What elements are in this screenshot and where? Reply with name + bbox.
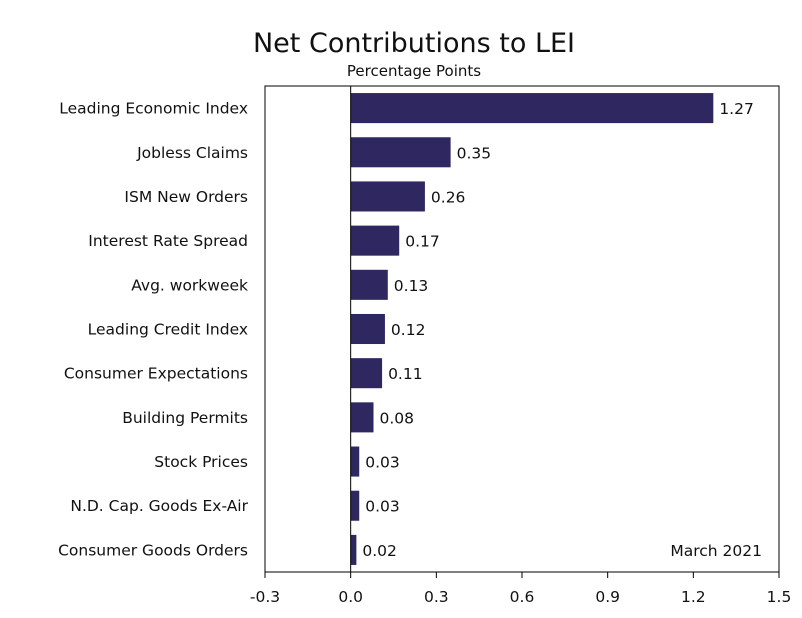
x-tick-label: -0.3 <box>250 588 280 606</box>
value-label: 0.12 <box>391 321 426 339</box>
category-label: Jobless Claims <box>136 144 248 162</box>
date-annotation: March 2021 <box>670 542 762 560</box>
category-label: Leading Credit Index <box>88 321 248 339</box>
value-label: 0.26 <box>431 188 466 206</box>
bar <box>350 358 383 389</box>
bar <box>350 225 400 256</box>
category-label: Interest Rate Spread <box>88 232 248 250</box>
x-tick-label: 0.9 <box>595 588 620 606</box>
value-label: 0.35 <box>457 144 492 162</box>
category-label: ISM New Orders <box>124 188 248 206</box>
category-label: Building Permits <box>122 409 248 427</box>
category-label: N.D. Cap. Goods Ex-Air <box>70 497 248 515</box>
x-tick-label: 0.3 <box>424 588 449 606</box>
value-label: 0.03 <box>365 498 400 516</box>
x-tick-label: 0.0 <box>338 588 363 606</box>
value-label: 0.17 <box>405 233 440 251</box>
value-label: 0.13 <box>394 277 429 295</box>
category-label: Avg. workweek <box>131 276 248 294</box>
value-label: 0.02 <box>362 542 397 560</box>
value-label: 0.11 <box>388 365 423 383</box>
bar <box>350 269 388 300</box>
value-label: 0.08 <box>380 409 415 427</box>
x-axis: -0.3 0.0 0.3 0.6 0.9 1.2 1.5 <box>250 86 791 606</box>
bar <box>350 446 360 477</box>
value-label: 0.03 <box>365 454 400 472</box>
x-tick-label: 0.6 <box>510 588 535 606</box>
category-label: Leading Economic Index <box>59 100 248 118</box>
value-label: 1.27 <box>719 100 754 118</box>
bar <box>350 534 357 565</box>
bar <box>350 93 714 124</box>
category-label: Stock Prices <box>154 453 248 471</box>
chart-title: Net Contributions to LEI <box>253 28 575 59</box>
bar <box>350 313 385 345</box>
bar <box>350 181 425 212</box>
chart-subtitle: Percentage Points <box>347 62 481 80</box>
bars-group: Leading Economic Index 1.27 Jobless Claims… <box>58 93 754 565</box>
plot-frame <box>264 85 780 573</box>
x-tick-label: 1.2 <box>681 588 706 606</box>
bar <box>350 402 374 433</box>
category-label: Consumer Goods Orders <box>58 541 248 559</box>
bar <box>350 490 360 521</box>
bar <box>350 137 451 168</box>
x-tick-label: 1.5 <box>767 588 792 606</box>
category-label: Consumer Expectations <box>64 365 248 383</box>
